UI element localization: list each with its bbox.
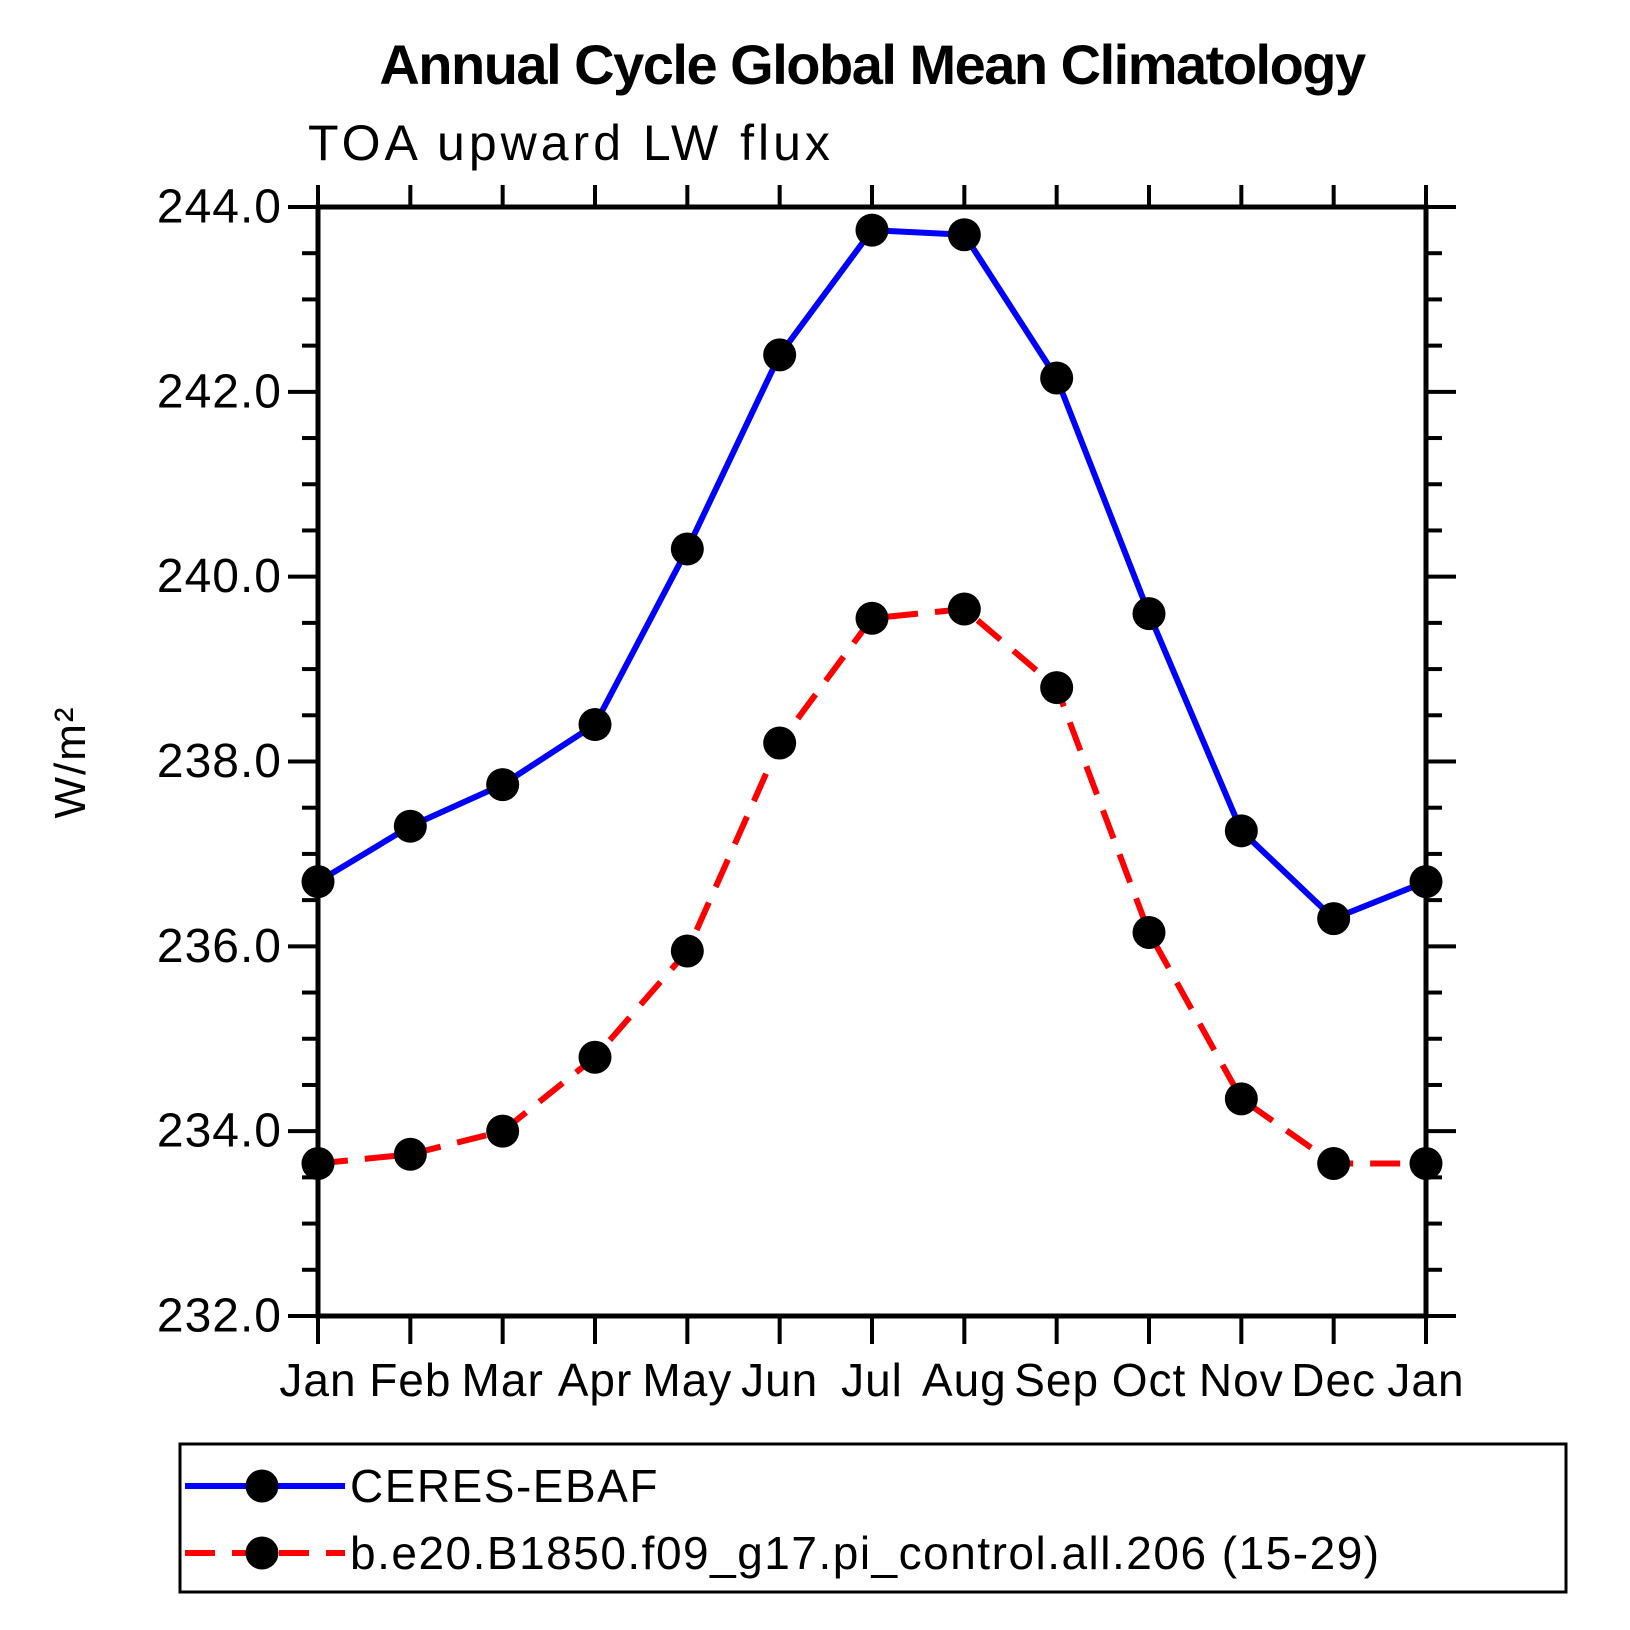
data-point <box>1132 915 1166 949</box>
chart-subtitle: TOA upward LW flux <box>308 115 834 171</box>
x-tick-label: Apr <box>558 1354 633 1406</box>
y-tick-label: 234.0 <box>157 1105 282 1158</box>
x-tick-label: Jun <box>741 1354 818 1406</box>
data-point <box>1040 361 1074 395</box>
data-point <box>393 809 427 843</box>
data-point <box>393 1137 427 1171</box>
data-point <box>1040 671 1074 705</box>
legend-item-model: b.e20.B1850.f09_g17.pi_control.all.206 (… <box>185 1527 1381 1579</box>
x-tick-label: Mar <box>462 1354 544 1406</box>
legend-label-model: b.e20.B1850.f09_g17.pi_control.all.206 (… <box>350 1527 1381 1579</box>
y-tick-label: 236.0 <box>157 920 282 973</box>
y-tick-label: 238.0 <box>157 735 282 788</box>
x-tick-label: Sep <box>1014 1354 1099 1406</box>
legend-box <box>178 1442 1568 1594</box>
legend-item-ceres: CERES-EBAF <box>185 1460 659 1512</box>
data-point <box>947 218 981 252</box>
data-point <box>670 934 704 968</box>
plot-box <box>315 204 1429 1319</box>
x-tick-label: Jan <box>1387 1354 1464 1406</box>
data-point <box>578 1040 612 1074</box>
data-point <box>1409 1147 1443 1181</box>
x-tick-label: Jan <box>279 1354 356 1406</box>
x-tick-label: Jul <box>841 1354 903 1406</box>
y-tick-label: 244.0 <box>157 181 282 234</box>
data-point <box>1317 902 1351 936</box>
x-tick-label: Oct <box>1112 1354 1187 1406</box>
data-point <box>1409 865 1443 899</box>
y-axis-label: W/m² <box>46 705 95 818</box>
data-point <box>1132 597 1166 631</box>
data-point <box>947 592 981 626</box>
data-point <box>486 1114 520 1148</box>
data-point <box>1317 1147 1351 1181</box>
data-point <box>578 708 612 742</box>
legend-marker-icon <box>245 1469 279 1503</box>
data-point <box>763 338 797 372</box>
data-point <box>486 768 520 802</box>
series-group <box>301 213 1443 1181</box>
data-point <box>1224 1082 1258 1116</box>
data-point <box>301 865 335 899</box>
x-tick-label: Aug <box>922 1354 1007 1406</box>
series-line-0 <box>316 227 1428 922</box>
data-point <box>1224 814 1258 848</box>
y-tick-label: 240.0 <box>157 550 282 603</box>
x-tick-label: Dec <box>1291 1354 1376 1406</box>
data-point <box>301 1147 335 1181</box>
data-point <box>855 601 889 635</box>
x-tick-label: Feb <box>369 1354 451 1406</box>
y-tick-label: 242.0 <box>157 365 282 418</box>
series-line-1 <box>317 606 1426 1167</box>
x-tick-label: Nov <box>1199 1354 1284 1406</box>
data-point <box>670 532 704 566</box>
legend: CERES-EBAF b.e20.B1850.f09_g17.pi_contro… <box>178 1442 1568 1594</box>
legend-marker-icon <box>245 1536 279 1570</box>
legend-label-ceres: CERES-EBAF <box>350 1460 659 1512</box>
x-tick-label: May <box>642 1354 732 1406</box>
y-tick-label: 232.0 <box>157 1290 282 1343</box>
chart-title: Annual Cycle Global Mean Climatology <box>379 33 1366 96</box>
data-point <box>763 726 797 760</box>
data-point <box>855 213 889 247</box>
